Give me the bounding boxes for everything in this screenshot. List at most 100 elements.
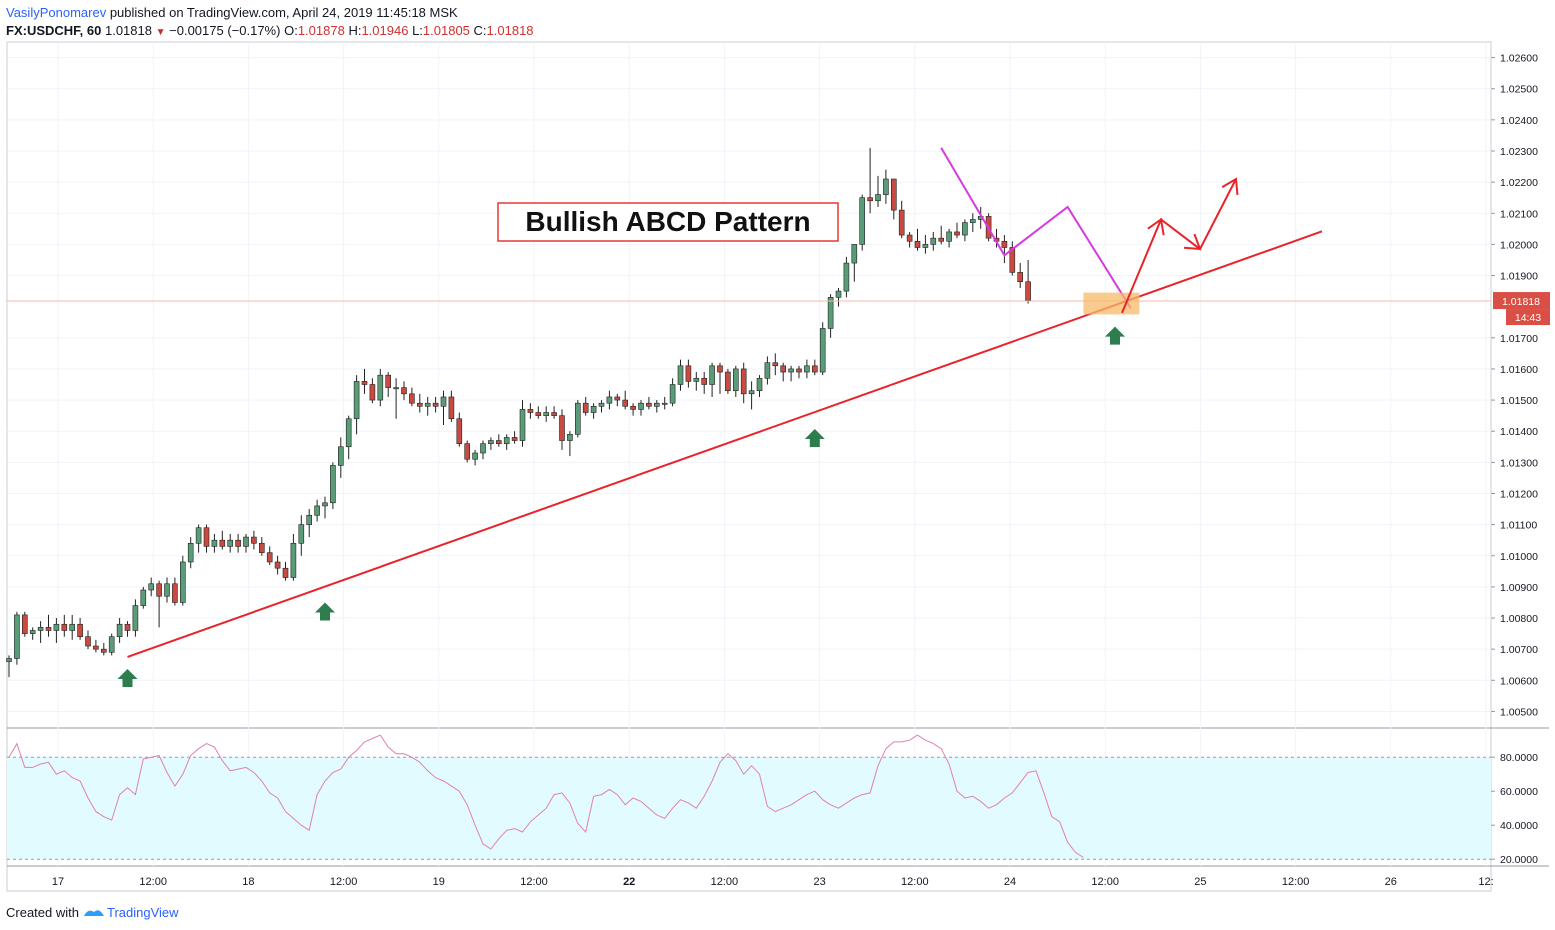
symbol-label: FX:USDCHF, 60 — [6, 23, 102, 38]
candle-up — [108, 636, 115, 653]
candle-down — [1025, 281, 1031, 301]
time-tick-label: 12:00 — [139, 876, 167, 888]
candle-up — [748, 390, 755, 395]
candle-up — [37, 627, 44, 631]
candle-up — [290, 542, 297, 578]
rsi-tick-label: 20.0000 — [1500, 854, 1538, 866]
price-change: −0.00175 (−0.17%) — [169, 23, 281, 38]
candle-down — [938, 237, 945, 242]
candle-up — [788, 368, 794, 373]
candle-up — [132, 605, 139, 631]
candle-down — [1009, 247, 1016, 273]
candle-up — [883, 178, 889, 195]
candle-up — [353, 381, 360, 420]
price-tick-label: 1.01000 — [1500, 551, 1538, 563]
candle-up — [314, 505, 320, 516]
close-value: 1.01818 — [486, 23, 534, 38]
candle-down — [85, 636, 91, 647]
time-tick-label: 12:00 — [1282, 876, 1310, 888]
candle-down — [796, 368, 802, 373]
price-tick-label: 1.02400 — [1500, 115, 1538, 127]
up-arrow-icon — [1105, 326, 1125, 345]
price-tick-label: 1.01300 — [1500, 457, 1538, 469]
candle-down — [614, 396, 621, 401]
price-tick-label: 1.02000 — [1500, 239, 1538, 251]
close-label: C: — [473, 23, 487, 38]
tradingview-logo-icon — [83, 909, 104, 916]
time-tick-label: 25 — [1194, 876, 1206, 888]
candle-down — [21, 614, 28, 634]
candle-up — [164, 583, 170, 597]
candle-down — [258, 542, 265, 553]
price-tick-label: 1.02100 — [1500, 208, 1538, 220]
candle-up — [337, 446, 344, 466]
candle-down — [203, 527, 210, 547]
candle-up — [574, 402, 581, 435]
time-tick-label: 12:00 — [1091, 876, 1119, 888]
candle-up — [53, 623, 60, 631]
chart-frame — [6, 41, 1492, 892]
published-text: published on TradingView.com, April 24, … — [109, 5, 458, 20]
candle-down — [717, 365, 723, 373]
candle-up — [843, 262, 850, 292]
candle-down — [101, 648, 107, 653]
tradingview-brand[interactable]: TradingView — [83, 905, 179, 920]
last-price-tag-text: 1.01818 — [1502, 296, 1540, 308]
candle-down — [274, 561, 281, 569]
price-tick-label: 1.00800 — [1500, 613, 1538, 625]
candle-up — [875, 194, 881, 202]
candle-up — [851, 244, 858, 264]
high-value: 1.01946 — [361, 23, 409, 38]
price-tick-label: 1.00600 — [1500, 675, 1538, 687]
candle-up — [187, 542, 194, 563]
candle-down — [890, 178, 897, 211]
candle-up — [764, 362, 771, 379]
up-arrow-icon — [117, 668, 138, 687]
candle-up — [543, 412, 550, 416]
candle-down — [464, 443, 471, 460]
candle-down — [559, 415, 565, 441]
candle-down — [409, 393, 415, 404]
price-tick-label: 1.01400 — [1500, 426, 1538, 438]
time-tick-label: 19 — [433, 876, 445, 888]
candle-down — [740, 368, 747, 395]
price-tick-label: 1.02200 — [1500, 177, 1538, 189]
candle-down — [266, 552, 273, 563]
price-tick-label: 1.02300 — [1500, 146, 1538, 158]
candle-down — [582, 402, 589, 413]
price-tick-label: 1.00700 — [1500, 644, 1538, 656]
candle-down — [77, 623, 83, 638]
candle-down — [898, 209, 905, 236]
candle-down — [725, 371, 731, 392]
price-tick-label: 1.02500 — [1500, 84, 1538, 96]
projection-arrowhead — [1221, 177, 1239, 196]
candle-up — [6, 658, 12, 662]
candle-down — [361, 381, 368, 385]
candle-down — [251, 536, 257, 544]
time-tick-label: 24 — [1004, 876, 1016, 888]
created-with-text: Created with — [6, 905, 79, 920]
candle-up — [322, 502, 328, 507]
price-tick-label: 1.01700 — [1500, 333, 1538, 345]
author-link[interactable]: VasilyPonomarev — [6, 5, 107, 20]
candle-up — [598, 402, 605, 407]
candle-up — [677, 365, 684, 385]
down-triangle-icon: ▼ — [155, 27, 166, 38]
open-label: O: — [284, 23, 298, 38]
price-tick-label: 1.01200 — [1500, 488, 1538, 500]
candle-up — [653, 402, 660, 407]
candle-down — [172, 583, 178, 603]
time-tick-label: 26 — [1385, 876, 1397, 888]
countdown-tag-text: 14:43 — [1515, 312, 1541, 324]
candle-up — [732, 368, 739, 392]
candle-down — [124, 623, 131, 631]
candle-up — [804, 365, 810, 373]
candle-down — [401, 387, 407, 395]
candle-up — [638, 402, 644, 410]
time-tick-label: 23 — [813, 876, 825, 888]
candle-down — [456, 418, 463, 444]
price-tick-label: 1.00900 — [1500, 582, 1538, 594]
candle-up — [330, 465, 336, 504]
price-tick-label: 1.01100 — [1500, 520, 1537, 532]
